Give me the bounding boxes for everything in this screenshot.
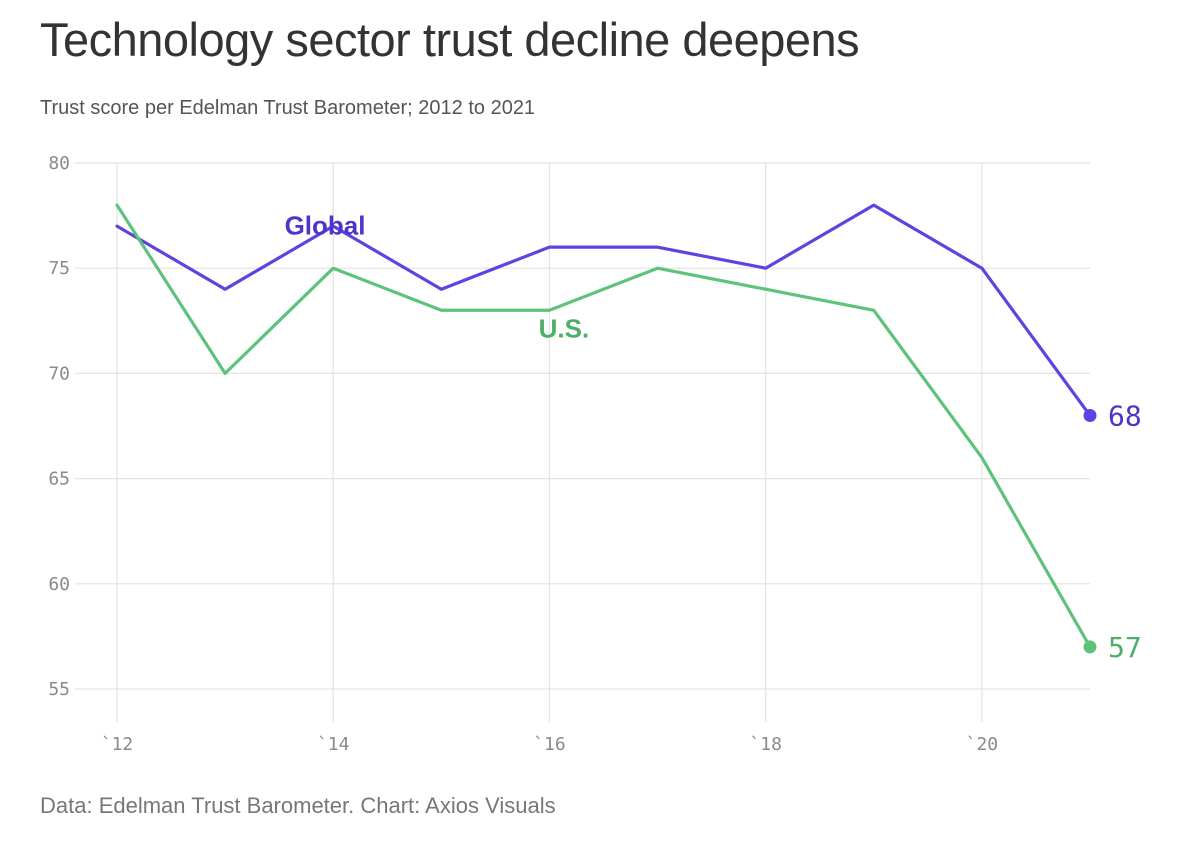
grid-lines bbox=[75, 162, 1090, 722]
series-label-global: Global bbox=[285, 211, 366, 241]
series-lines bbox=[115, 203, 1097, 654]
chart-subtitle: Trust score per Edelman Trust Barometer;… bbox=[40, 97, 536, 119]
series-labels: 68 57 Global U.S. bbox=[285, 211, 1142, 664]
y-tick-label-80: 80 bbox=[48, 153, 70, 174]
series-line-u-s bbox=[115, 203, 1092, 649]
series-line-global bbox=[115, 203, 1092, 418]
source-note: Data: Edelman Trust Barometer. Chart: Ax… bbox=[40, 793, 556, 818]
series-label-us: U.S. bbox=[539, 314, 590, 344]
x-tick-label-2016: `16 bbox=[533, 734, 566, 755]
y-tick-label-65: 65 bbox=[48, 469, 70, 490]
x-tick-label-2018: `18 bbox=[749, 734, 782, 755]
end-value-label-global: 68 bbox=[1108, 399, 1142, 432]
y-axis-ticks: 55 60 65 70 75 80 bbox=[48, 153, 70, 700]
x-tick-label-2020: `20 bbox=[966, 734, 999, 755]
y-tick-label-60: 60 bbox=[48, 574, 70, 595]
data-point-u-s-2021 bbox=[1083, 640, 1097, 654]
x-axis-ticks: `12 `14 `16 `18 `20 bbox=[101, 734, 998, 755]
x-tick-label-2012: `12 bbox=[101, 734, 134, 755]
x-tick-label-2014: `14 bbox=[317, 734, 350, 755]
chart-title: Technology sector trust decline deepens bbox=[40, 13, 860, 66]
end-value-label-u-s: 57 bbox=[1108, 631, 1142, 664]
y-tick-label-75: 75 bbox=[48, 258, 70, 279]
y-tick-label-55: 55 bbox=[48, 679, 70, 700]
y-tick-label-70: 70 bbox=[48, 363, 70, 384]
data-point-global-2021 bbox=[1083, 408, 1097, 422]
